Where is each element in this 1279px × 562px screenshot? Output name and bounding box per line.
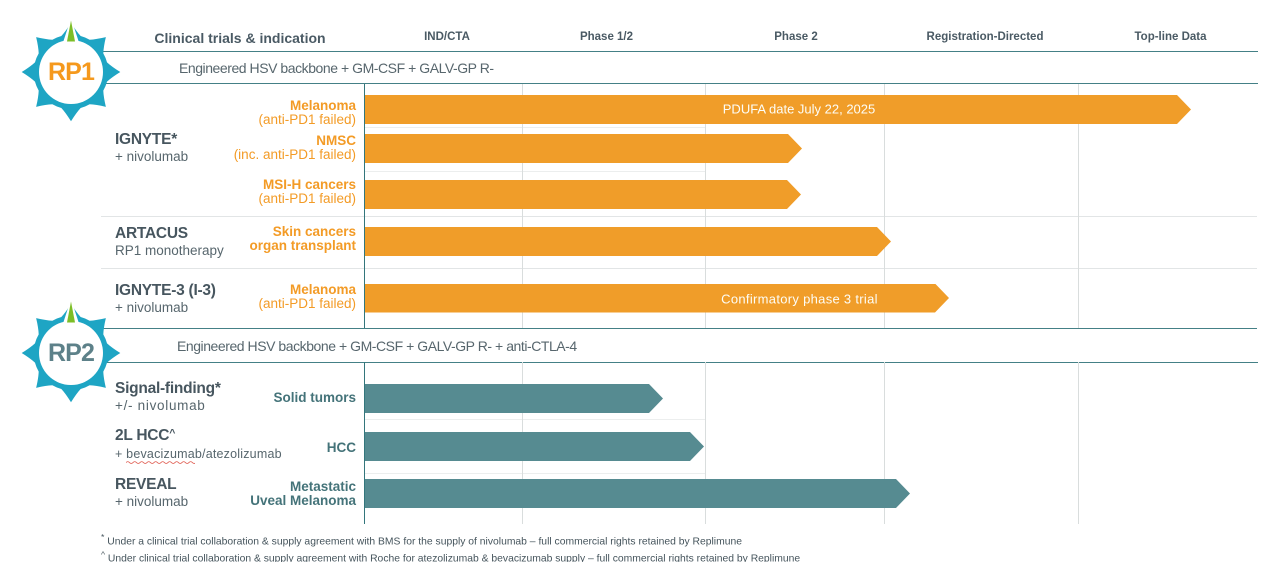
svg-text:RP2: RP2	[48, 339, 94, 367]
svg-text:RP1: RP1	[48, 58, 95, 86]
